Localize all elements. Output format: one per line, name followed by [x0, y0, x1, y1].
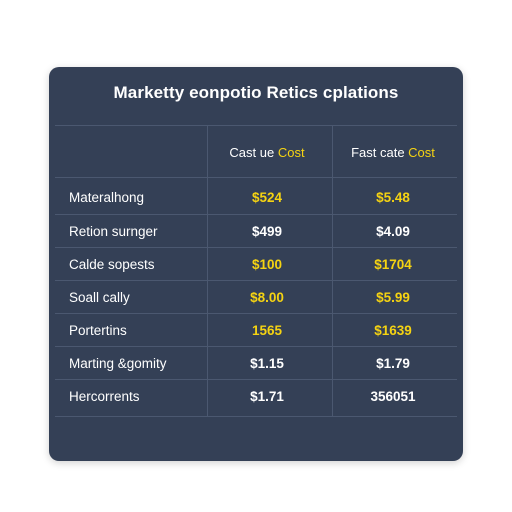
- column-header-2-text: Fast cate: [351, 145, 409, 160]
- col2-value: $1639: [374, 323, 412, 338]
- col1-value: $499: [251, 224, 283, 239]
- header-rule: [55, 177, 457, 178]
- col2-value: $5.99: [376, 290, 410, 305]
- pricing-table-card: Marketty eonpotio Retics cplations Cast …: [49, 67, 463, 461]
- row-rule: [55, 214, 457, 215]
- column-header-2-accent: Cost: [408, 145, 435, 160]
- row-rule: [55, 280, 457, 281]
- row-label: Marting &gomity: [69, 356, 167, 371]
- col1-value: $8.00: [250, 290, 284, 305]
- col2-value: $4.09: [376, 224, 410, 239]
- row-label: Retion surnger: [69, 224, 158, 239]
- col2-value: 356051: [370, 389, 416, 404]
- row-label: Hercorrents: [69, 389, 140, 404]
- col1-value: $100: [251, 257, 283, 272]
- col1-value: 1565: [251, 323, 283, 338]
- column-header-1-accent: Cost: [277, 145, 305, 160]
- table-top-rule: [55, 125, 457, 126]
- row-rule: [55, 313, 457, 314]
- column-divider: [332, 125, 333, 417]
- row-rule: [55, 379, 457, 380]
- col1-value: $524: [251, 190, 283, 205]
- row-label: Materalhong: [69, 190, 145, 205]
- col1-value: $1.71: [250, 389, 284, 404]
- row-label: Portertins: [69, 323, 127, 338]
- row-rule: [55, 346, 457, 347]
- column-header-1: Cast ue Cost: [207, 145, 327, 160]
- col2-value: $1.79: [376, 356, 410, 371]
- table-title: Marketty eonpotio Retics cplations: [113, 83, 399, 102]
- table-bottom-rule: [55, 416, 457, 417]
- col2-value: $5.48: [376, 190, 410, 205]
- row-label: Calde sopests: [69, 257, 155, 272]
- col1-value: $1.15: [250, 356, 284, 371]
- row-label: Soall cally: [69, 290, 130, 305]
- column-header-2: Fast cate Cost: [333, 145, 453, 160]
- row-rule: [55, 247, 457, 248]
- col2-value: $1704: [374, 257, 412, 272]
- column-divider: [207, 125, 208, 417]
- column-header-1-text: Cast ue: [229, 145, 278, 160]
